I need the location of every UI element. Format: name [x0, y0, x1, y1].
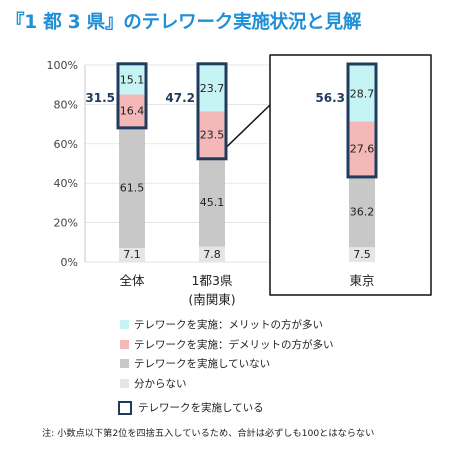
legend-swatch-not-implemented — [120, 359, 129, 369]
bar-segment-unknown — [119, 248, 145, 262]
x-tick-label: 1都3県 — [192, 273, 233, 288]
legend: テレワークを実施：メリットの方が多い テレワークを実施：デメリットの方が多い テ… — [118, 315, 334, 418]
data-label: 28.7 — [350, 87, 375, 100]
legend-label-merit: テレワークを実施：メリットの方が多い — [134, 319, 323, 332]
data-label: 7.5 — [353, 248, 371, 261]
data-label: 36.2 — [350, 206, 375, 219]
data-label: 7.8 — [203, 248, 221, 261]
data-label: 61.5 — [120, 181, 145, 194]
bar-segment-unknown — [349, 247, 375, 262]
x-tick-label: 東京 — [349, 273, 374, 288]
legend-item-not-implemented: テレワークを実施していない — [120, 354, 334, 374]
legend-item-unknown: 分からない — [120, 374, 334, 394]
legend-item-demerit: テレワークを実施：デメリットの方が多い — [120, 335, 334, 355]
y-tick-label: 0% — [61, 256, 78, 269]
legend-item-merit: テレワークを実施：メリットの方が多い — [120, 315, 334, 335]
y-tick-label: 80% — [54, 98, 78, 111]
legend-label-demerit: テレワークを実施：デメリットの方が多い — [134, 338, 334, 351]
y-tick-label: 60% — [54, 138, 78, 151]
implementing-outline — [116, 62, 148, 130]
y-tick-label: 100% — [47, 59, 78, 72]
bar-segment-merit — [349, 65, 375, 122]
implementing-outline — [196, 62, 228, 161]
x-tick-label: 全体 — [119, 273, 145, 288]
legend-swatch-implementing — [118, 400, 132, 415]
legend-item-implementing: テレワークを実施している — [118, 398, 334, 418]
y-tick-label: 20% — [54, 217, 78, 230]
implementing-outline — [346, 62, 378, 179]
data-label: 27.6 — [350, 143, 375, 156]
total-label: 31.5 — [85, 91, 115, 105]
legend-label-implementing: テレワークを実施している — [138, 402, 264, 415]
legend-swatch-merit — [120, 320, 129, 330]
data-label: 23.5 — [200, 129, 225, 142]
total-label: 47.2 — [165, 91, 195, 105]
data-label: 15.1 — [120, 74, 145, 87]
legend-label-unknown: 分からない — [134, 377, 187, 390]
data-label: 7.1 — [123, 248, 141, 261]
data-label: 23.7 — [200, 82, 225, 95]
legend-label-not-implemented: テレワークを実施していない — [134, 358, 271, 371]
chart-title: 『1 都 3 県』のテレワーク実施状況と見解 — [6, 12, 362, 33]
bar-segment-demerit — [119, 94, 145, 127]
bar-segment-not-implemented — [349, 175, 375, 248]
x-tick-sublabel: (南関東) — [188, 292, 235, 307]
legend-swatch-unknown — [120, 378, 129, 388]
bar-segment-not-implemented — [199, 157, 225, 247]
footnote: 注: 小数点以下第2位を四捨五入しているため、合計は必ずしも100とはならない — [42, 428, 375, 439]
bar-segment-not-implemented — [119, 126, 145, 249]
y-tick-label: 40% — [54, 177, 78, 190]
bar-segment-demerit — [199, 111, 225, 158]
bar-segment-unknown — [199, 246, 225, 262]
bar-segment-demerit — [349, 121, 375, 176]
legend-swatch-demerit — [120, 339, 129, 349]
data-label: 45.1 — [200, 196, 225, 209]
total-label: 56.3 — [315, 91, 345, 105]
bar-segment-merit — [199, 64, 225, 112]
bar-segment-merit — [119, 64, 145, 95]
data-label: 16.4 — [120, 105, 145, 118]
